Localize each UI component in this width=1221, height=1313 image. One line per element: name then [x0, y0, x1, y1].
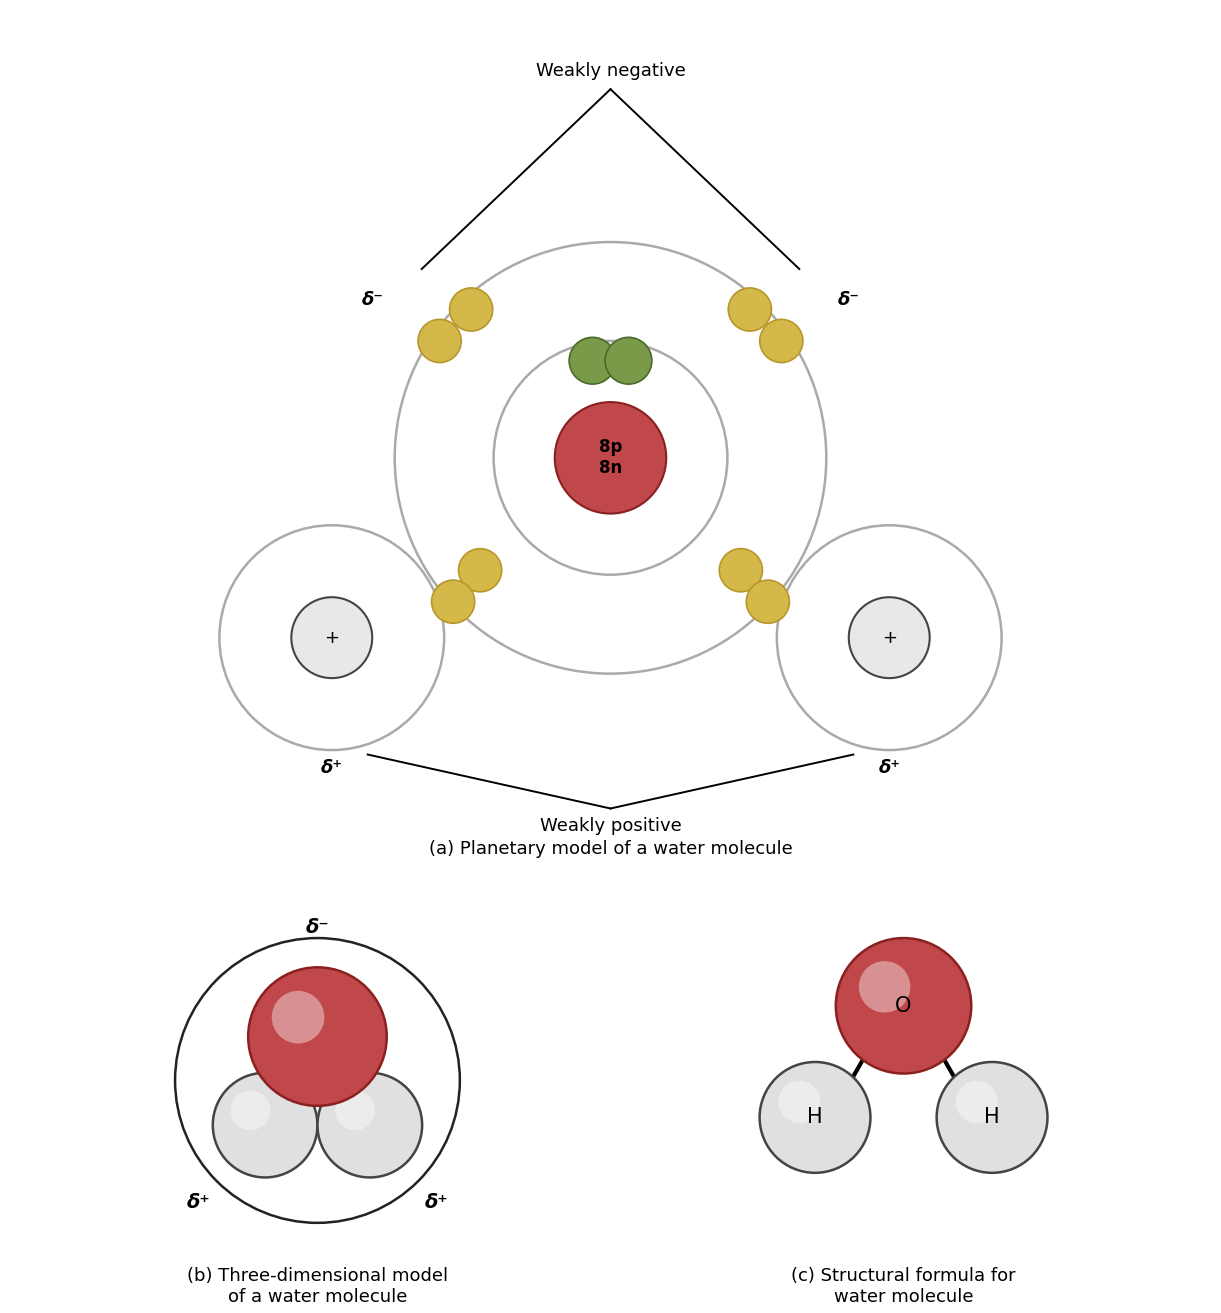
- Circle shape: [554, 402, 667, 513]
- Circle shape: [569, 337, 615, 385]
- Circle shape: [449, 288, 493, 331]
- Circle shape: [459, 549, 502, 592]
- Text: δ⁻: δ⁻: [305, 918, 330, 936]
- Circle shape: [719, 549, 762, 592]
- Circle shape: [336, 1091, 375, 1130]
- Circle shape: [231, 1091, 270, 1130]
- Circle shape: [212, 1073, 317, 1178]
- Circle shape: [248, 968, 387, 1106]
- Circle shape: [728, 288, 772, 331]
- Text: δ⁺: δ⁺: [321, 759, 343, 777]
- Circle shape: [956, 1081, 998, 1123]
- Text: δ⁺: δ⁺: [187, 1192, 210, 1212]
- Circle shape: [317, 1073, 422, 1178]
- Text: δ⁺: δ⁺: [425, 1192, 448, 1212]
- Text: (b) Three-dimensional model
of a water molecule: (b) Three-dimensional model of a water m…: [187, 1267, 448, 1306]
- Circle shape: [759, 319, 803, 362]
- Text: O: O: [895, 995, 912, 1016]
- Text: Weakly negative: Weakly negative: [536, 62, 685, 80]
- Circle shape: [418, 319, 462, 362]
- Circle shape: [779, 1081, 821, 1123]
- Text: δ⁻: δ⁻: [838, 291, 860, 310]
- Text: (c) Structural formula for
water molecule: (c) Structural formula for water molecul…: [791, 1267, 1016, 1306]
- Circle shape: [431, 580, 475, 624]
- Text: δ⁺: δ⁺: [878, 759, 900, 777]
- Text: H: H: [984, 1107, 1000, 1128]
- Text: δ⁻: δ⁻: [361, 291, 383, 310]
- Text: Weakly positive: Weakly positive: [540, 818, 681, 835]
- Circle shape: [746, 580, 790, 624]
- Text: H: H: [807, 1107, 823, 1128]
- Text: +: +: [882, 629, 896, 647]
- Circle shape: [606, 337, 652, 385]
- Circle shape: [849, 597, 929, 678]
- Circle shape: [292, 597, 372, 678]
- Text: 8p
8n: 8p 8n: [598, 439, 623, 477]
- Circle shape: [937, 1062, 1048, 1173]
- Text: +: +: [325, 629, 339, 647]
- Text: (a) Planetary model of a water molecule: (a) Planetary model of a water molecule: [429, 840, 792, 857]
- Circle shape: [836, 937, 971, 1074]
- Circle shape: [858, 961, 911, 1012]
- Circle shape: [759, 1062, 871, 1173]
- Circle shape: [272, 991, 325, 1044]
